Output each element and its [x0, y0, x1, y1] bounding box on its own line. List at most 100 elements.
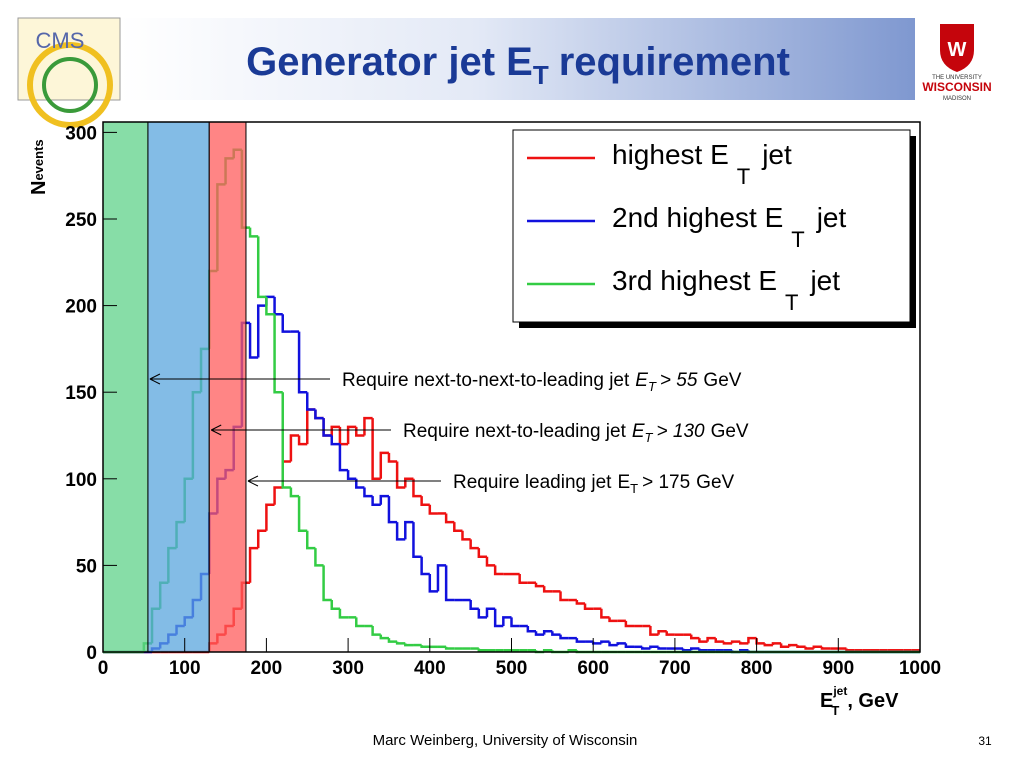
hist-step: [379, 494, 389, 505]
annotation: Require leading jet ET > 175 GeV: [453, 472, 735, 496]
hist-step: [730, 640, 741, 644]
hist-step: [812, 645, 822, 649]
hist-step: [420, 496, 430, 507]
logo-ring: [42, 57, 98, 113]
hist-step: [387, 496, 398, 524]
hist-step: [502, 616, 512, 627]
hist-step: [273, 486, 283, 505]
legend-box: [512, 129, 911, 323]
y-tick-label: 50: [76, 556, 97, 577]
hist-step: [640, 646, 651, 650]
legend-sub: T: [791, 227, 804, 252]
hist-step: [485, 556, 496, 567]
y-tick-label: 250: [65, 210, 97, 231]
y-label-main: N: [28, 181, 50, 195]
logo-text: MADISON: [943, 96, 971, 102]
hist-step: [404, 520, 414, 540]
hist-step: [346, 470, 357, 481]
hist-step: [355, 478, 365, 489]
hist-step: [371, 418, 381, 481]
hist-step: [281, 392, 291, 489]
hist-step: [338, 444, 349, 472]
hist-step: [297, 496, 308, 533]
hist-step: [722, 641, 733, 645]
hist-step: [256, 236, 267, 299]
hist-step: [559, 591, 569, 602]
hist-step: [820, 646, 831, 650]
hist-step: [657, 629, 667, 635]
hist-step: [624, 620, 635, 628]
hist-step: [355, 617, 365, 628]
hist-step: [493, 565, 504, 576]
hist-step: [559, 634, 569, 640]
annotation-var: E: [635, 370, 648, 391]
footer-author: Marc Weinberg, University of Wisconsin: [373, 732, 638, 749]
logo-ring: [27, 42, 113, 128]
arrow-head: [247, 475, 259, 487]
annotation-cut: > 130: [657, 421, 706, 442]
x-tick-label: 900: [822, 658, 854, 679]
hist-step: [665, 631, 675, 636]
arrow-head: [149, 373, 161, 385]
annotation-sub: T: [648, 379, 657, 394]
annotation-unit: GeV: [696, 472, 734, 493]
hist-step: [534, 582, 545, 588]
x-axis-label: Ejet T , GeV: [820, 684, 899, 718]
hist-step: [608, 641, 618, 647]
hist-step: [714, 638, 724, 643]
hist-step: [477, 608, 487, 619]
hist-step: [649, 645, 659, 649]
annotation-text: Require next-to-next-to-leading jet: [342, 370, 630, 391]
hist-step: [518, 574, 528, 584]
logo-text: THE UNIVERSITY: [932, 75, 982, 81]
legend-label: 2nd highest E Tjet: [612, 202, 846, 252]
annotation: Require next-to-leading jet ET > 130 GeV: [403, 421, 749, 445]
x-tick-label: 400: [414, 658, 446, 679]
cut-band: [102, 121, 149, 653]
hist-step: [510, 617, 520, 628]
annotation-cut: > 55: [660, 370, 698, 391]
hist-step: [306, 392, 316, 411]
y-axis-label: Nevents: [28, 139, 50, 195]
annotation-text: Require next-to-leading jet: [403, 421, 627, 442]
logo-text: WISCONSIN: [922, 80, 991, 94]
annotation-unit: GeV: [703, 370, 741, 391]
annotation: Require next-to-next-to-leading jet ET > 5…: [342, 370, 742, 394]
x-tick-label: 300: [332, 658, 364, 679]
hist-step: [248, 227, 259, 238]
x-tick-label: 500: [496, 658, 528, 679]
hist-step: [428, 504, 438, 515]
header-band: [120, 18, 915, 100]
annotation-sub: T: [630, 481, 638, 496]
page-number: 31: [978, 734, 992, 748]
hist-step: [281, 314, 291, 333]
legend-label: 3rd highest E Tjet: [612, 265, 840, 315]
hist-step: [404, 643, 414, 647]
title-sub: T: [533, 60, 549, 90]
hist-step: [273, 314, 283, 394]
x-tick-label: 800: [741, 658, 773, 679]
hist-step: [608, 617, 618, 623]
hist-step: [289, 487, 300, 498]
hist-step: [379, 634, 389, 640]
hist-step: [681, 648, 692, 652]
cut-band: [208, 121, 247, 653]
hist-step: [346, 425, 357, 445]
hist-step: [771, 642, 782, 646]
hist-step: [265, 296, 275, 316]
hist-step: [265, 503, 275, 531]
annotation-unit: GeV: [711, 421, 749, 442]
plot: 0 100 200 300 400 500 600 700 800 900 1000 0 50 100 15…: [28, 121, 941, 718]
hist-step: [371, 496, 381, 507]
crest-letter: W: [948, 39, 967, 61]
hist-step: [493, 608, 504, 628]
crest: [940, 24, 974, 72]
hist-step: [371, 626, 381, 636]
hist-step: [379, 451, 389, 479]
hist-step: [248, 546, 259, 583]
y-tick-label: 300: [65, 123, 97, 144]
cms-logo: CMS: [17, 17, 121, 128]
hist-step: [306, 530, 316, 550]
hist-step: [363, 487, 373, 498]
